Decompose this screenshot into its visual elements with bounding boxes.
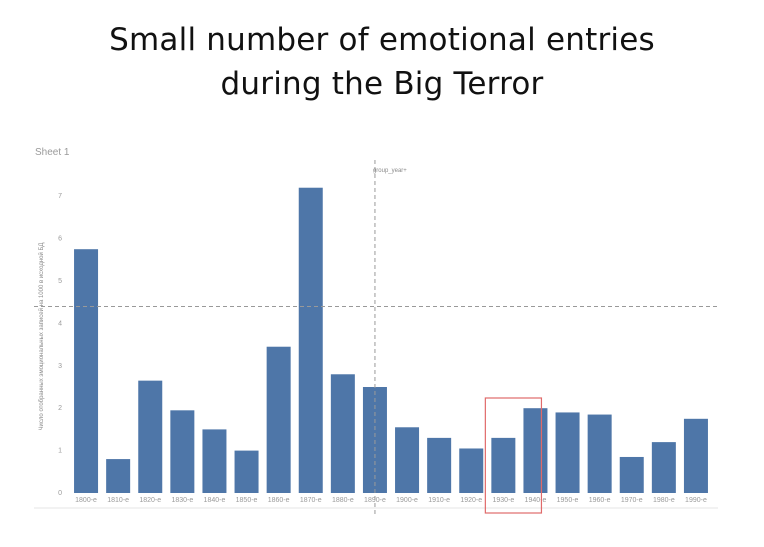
x-tick-label: 1920-e — [460, 497, 482, 504]
x-tick-label: 1830-e — [171, 497, 193, 504]
y-tick-label: 1 — [58, 448, 62, 455]
bar-1830-e — [170, 410, 195, 493]
bar-1900-e — [395, 427, 420, 493]
x-tick-label: 1860-e — [268, 497, 290, 504]
bar-1860-e — [266, 346, 291, 493]
bar-1820-e — [138, 380, 163, 493]
y-tick-label: 3 — [58, 363, 62, 370]
bar-1920-e — [459, 448, 484, 493]
headline-line-1: Small number of emotional entries — [109, 22, 655, 58]
x-tick-label: 1930-e — [492, 497, 514, 504]
x-tick-label: 1850-e — [236, 497, 258, 504]
bar-1910-e — [427, 437, 452, 493]
x-tick-label: 1990-e — [685, 497, 707, 504]
x-tick-label: 1980-e — [653, 497, 675, 504]
highlight-box — [484, 397, 543, 514]
x-tick-label: 1940-e — [525, 497, 547, 504]
x-tick-label: 1960-e — [589, 497, 611, 504]
y-tick-label: 6 — [58, 236, 62, 243]
x-tick-label: 1880-e — [332, 497, 354, 504]
y-tick-label: 7 — [58, 193, 62, 200]
y-axis-label: Число отобранных эмоциональных записей н… — [38, 243, 45, 431]
bar-1990-e — [683, 418, 708, 493]
bar-1850-e — [234, 450, 259, 493]
headline: Small number of emotional entries during… — [0, 18, 764, 106]
x-tick-label: 1970-e — [621, 497, 643, 504]
bars-group — [74, 187, 708, 493]
bar-1810-e — [106, 459, 131, 493]
y-tick-label: 0 — [58, 490, 62, 497]
bar-1800-e — [74, 249, 99, 493]
bar-1930-e — [491, 437, 516, 493]
overlay-group: group_year+ — [34, 160, 718, 514]
x-tick-label: 1900-e — [396, 497, 418, 504]
y-tick-label: 5 — [58, 278, 62, 285]
bar-1970-e — [619, 456, 644, 493]
bar-1950-e — [555, 412, 580, 493]
y-tick-label: 2 — [58, 405, 62, 412]
bar-1840-e — [202, 429, 227, 493]
x-tick-label: 1820-e — [139, 497, 161, 504]
headline-line-2: during the Big Terror — [220, 66, 544, 102]
x-tick-label: 1840-e — [204, 497, 226, 504]
bar-1980-e — [651, 442, 676, 493]
x-tick-label: 1800-e — [75, 497, 97, 504]
x-tick-label: 1870-e — [300, 497, 322, 504]
sheet-title: Sheet 1 — [35, 147, 70, 158]
x-tick-label: 1910-e — [428, 497, 450, 504]
x-tick-label: 1950-e — [557, 497, 579, 504]
axis-group: 0 1 2 3 4 5 6 7 Число отобранных эмоциональных з… — [34, 193, 718, 509]
x-tick-label: 1810-e — [107, 497, 129, 504]
y-tick-label: 4 — [58, 320, 62, 327]
bar-1880-e — [330, 374, 355, 493]
reference-line-label: group_year+ — [373, 168, 407, 174]
bar-1960-e — [587, 414, 612, 493]
bar-1870-e — [298, 187, 323, 493]
bar-1940-e — [523, 408, 548, 493]
x-tick-label: 1890-e — [364, 497, 386, 504]
